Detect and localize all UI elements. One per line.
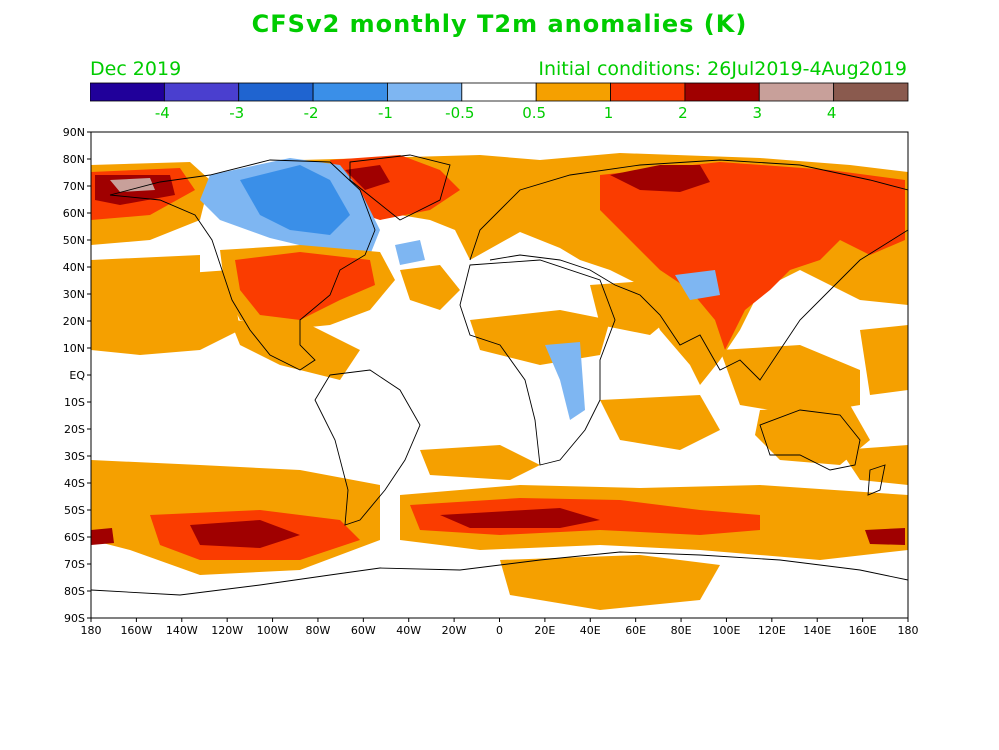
anomaly-region-greenland-peak xyxy=(345,165,390,190)
lon-label: 140E xyxy=(803,624,831,637)
colorbar-label: 1 xyxy=(604,104,614,122)
colorbar-bin xyxy=(163,82,240,102)
lat-label: 10S xyxy=(64,396,85,409)
coast-africa xyxy=(459,259,616,466)
colorbar-bin xyxy=(535,82,611,102)
lat-label: 10N xyxy=(63,342,85,355)
lon-label: 20W xyxy=(442,624,467,637)
lat-label: 50N xyxy=(63,234,85,247)
anomaly-region-east-africa-cold xyxy=(545,342,585,420)
lat-label: 60N xyxy=(63,207,85,220)
color-legend: -4 -3 -2 -1 -0.5 0.5 1 2 3 4 xyxy=(90,82,909,122)
anomaly-region-indonesia xyxy=(720,345,860,415)
colorbar-bin xyxy=(387,82,463,102)
colorbar-label: 3 xyxy=(752,104,762,122)
colorbar-label: 4 xyxy=(827,104,837,122)
anomaly-region-eurasia-strong xyxy=(600,162,905,350)
lon-label: 60E xyxy=(625,624,646,637)
coast-eurasia xyxy=(469,159,908,381)
lat-label: 40N xyxy=(63,261,85,274)
lat-label: EQ xyxy=(69,369,85,382)
lat-label: 90N xyxy=(63,126,85,139)
lon-label: 40W xyxy=(396,624,421,637)
anomaly-region-atlantic-cold xyxy=(395,240,425,265)
lat-label: 90S xyxy=(64,612,85,625)
anomaly-region-indian-ocean xyxy=(600,395,720,450)
anomaly-map: 90N 80N 70N 60N 50N 40N 30N 20N 10N EQ 10S 20S 30S 40… xyxy=(63,126,919,637)
anomaly-region-arabia xyxy=(590,280,680,335)
anomaly-region-west-pacific xyxy=(860,325,908,395)
lon-label: 140W xyxy=(166,624,198,637)
lon-label: 120E xyxy=(758,624,786,637)
lon-label: 120W xyxy=(211,624,243,637)
valid-month-label: Dec 2019 xyxy=(90,58,182,80)
colorbar-label: -1 xyxy=(378,104,393,122)
colorbar-bin xyxy=(90,82,165,102)
anomaly-region-southern-ocean-west-peak xyxy=(91,528,114,545)
lon-label: 180 xyxy=(81,624,102,637)
lat-label: 80N xyxy=(63,153,85,166)
coast-greenland xyxy=(349,154,451,221)
lat-label: 60S xyxy=(64,531,85,544)
lon-label: 20E xyxy=(534,624,555,637)
lat-label: 70N xyxy=(63,180,85,193)
anomaly-region-canada-colder xyxy=(240,165,350,235)
colorbar-bin xyxy=(461,82,537,102)
coast-new-zealand xyxy=(867,464,886,496)
lat-label: 20N xyxy=(63,315,85,328)
lon-label: 180 xyxy=(898,624,919,637)
anomaly-region-tibet-cold xyxy=(675,270,720,300)
longitude-labels: 180 160W 140W 120W 100W 80W 60W 40W 20W 0 20E 40E 60… xyxy=(81,618,919,637)
colorbar-bin xyxy=(684,82,760,102)
colorbar-label: -0.5 xyxy=(445,104,474,122)
anomaly-region-siberia-peak xyxy=(610,165,710,192)
anomaly-region-alaska-max xyxy=(110,178,155,192)
colorbar-label: 0.5 xyxy=(522,104,546,122)
map-title: CFSv2 monthly T2m anomalies (K) xyxy=(251,10,748,38)
anomaly-region-tropical-pacific xyxy=(91,270,240,355)
colorbar-bin xyxy=(238,82,314,102)
lat-label: 70S xyxy=(64,558,85,571)
lon-label: 160W xyxy=(120,624,152,637)
coast-north-america xyxy=(109,159,376,371)
lon-label: 100E xyxy=(712,624,740,637)
anomaly-region-far-east-peak xyxy=(865,528,905,545)
lat-label: 30S xyxy=(64,450,85,463)
colorbar-label: -2 xyxy=(304,104,319,122)
coast-australia xyxy=(759,409,861,471)
coast-south-america xyxy=(314,369,421,526)
anomaly-region-south-pacific-peak xyxy=(190,520,300,548)
lat-label: 30N xyxy=(63,288,85,301)
lat-label: 80S xyxy=(64,585,85,598)
colorbar-bin xyxy=(833,82,909,102)
latitude-labels: 90N 80N 70N 60N 50N 40N 30N 20N 10N EQ 10S 20S 30S 40… xyxy=(63,126,91,625)
initial-conditions-label: Initial conditions: 26Jul2019-4Aug2019 xyxy=(538,58,907,80)
colorbar-bin xyxy=(610,82,686,102)
coastlines xyxy=(91,154,908,596)
lon-label: 80W xyxy=(306,624,331,637)
anomaly-region-usa-strong xyxy=(235,252,375,320)
lon-label: 0 xyxy=(496,624,503,637)
colorbar-bin xyxy=(312,82,388,102)
lat-label: 20S xyxy=(64,423,85,436)
coast-antarctica xyxy=(91,551,908,596)
lon-label: 100W xyxy=(257,624,289,637)
anomaly-region-mexico xyxy=(230,320,360,380)
anomaly-region-southern-ocean-peak xyxy=(440,508,600,528)
lat-label: 40S xyxy=(64,477,85,490)
lon-label: 60W xyxy=(351,624,376,637)
colorbar-label: -4 xyxy=(155,104,170,122)
lat-label: 50S xyxy=(64,504,85,517)
colorbar-label: 2 xyxy=(678,104,688,122)
lon-label: 80E xyxy=(671,624,692,637)
anomaly-region-antarctica xyxy=(500,555,720,610)
lon-label: 160E xyxy=(849,624,877,637)
anomaly-region-atlantic-north xyxy=(400,265,460,310)
anomaly-region-southern-ocean-west xyxy=(91,485,150,540)
colorbar-label: -3 xyxy=(229,104,244,122)
lon-label: 40E xyxy=(580,624,601,637)
anomaly-region-south-atlantic xyxy=(420,445,540,480)
colorbar-bin xyxy=(758,82,835,102)
